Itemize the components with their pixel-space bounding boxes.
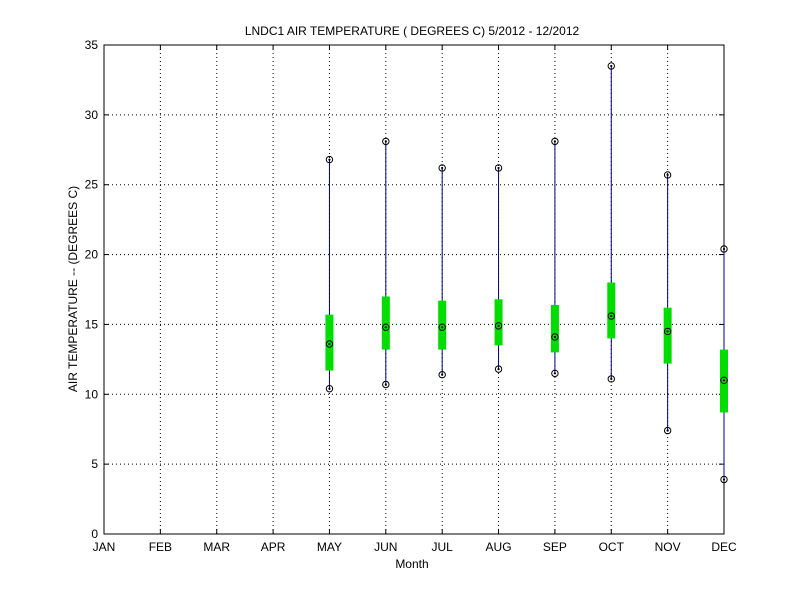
iqr-box	[607, 282, 616, 339]
min-marker	[382, 380, 390, 389]
min-marker-dot	[666, 429, 669, 432]
median-marker	[382, 323, 390, 331]
x-axis-label: Month	[395, 557, 428, 571]
x-tick-label: NOV	[655, 540, 681, 554]
min-marker	[607, 375, 615, 383]
boxplot-nov	[663, 171, 672, 435]
max-marker	[494, 164, 503, 172]
max-marker	[607, 62, 615, 70]
max-marker-dot	[666, 173, 669, 177]
median-marker-dot	[384, 326, 387, 329]
x-tick-label: MAR	[203, 540, 230, 554]
y-tick-label: 35	[85, 38, 99, 52]
median-marker	[663, 327, 672, 336]
boxplot-may	[325, 155, 334, 393]
chart-title: LNDC1 AIR TEMPERATURE ( DEGREES C) 5/201…	[245, 24, 580, 38]
iqr-box	[663, 307, 672, 364]
median-marker-dot	[666, 330, 669, 333]
median-marker-dot	[553, 335, 557, 339]
max-marker-dot	[441, 166, 444, 170]
min-marker	[494, 365, 503, 373]
x-tick-label: FEB	[149, 540, 172, 554]
x-tick-label: MAY	[317, 540, 342, 554]
x-tick-label: DEC	[711, 540, 737, 554]
boxplots	[325, 62, 728, 484]
y-tick-label: 25	[85, 178, 99, 192]
x-tick-label: JUL	[432, 540, 454, 554]
min-marker-dot	[384, 383, 387, 386]
y-tick-label: 10	[85, 387, 99, 401]
max-marker-dot	[722, 247, 726, 251]
median-marker-dot	[441, 326, 444, 329]
iqr-box	[381, 296, 390, 350]
max-marker-dot	[497, 166, 500, 170]
max-marker-dot	[384, 140, 387, 143]
y-tick-label: 5	[91, 457, 98, 471]
max-marker	[382, 137, 390, 146]
median-marker	[438, 323, 446, 331]
min-marker-dot	[497, 368, 500, 371]
max-marker	[551, 137, 559, 146]
y-tick-label: 15	[85, 317, 99, 331]
max-marker	[663, 171, 672, 179]
median-marker-dot	[610, 314, 613, 318]
boxplot-dec	[720, 245, 728, 484]
x-tick-label: JUN	[374, 540, 397, 554]
min-marker	[663, 426, 672, 435]
min-marker	[325, 384, 334, 393]
min-marker-dot	[328, 387, 331, 390]
boxplot-jul	[438, 164, 447, 379]
min-marker-dot	[441, 373, 444, 376]
max-marker-dot	[610, 64, 613, 68]
median-marker	[720, 376, 728, 385]
max-marker	[325, 155, 334, 164]
max-marker-dot	[553, 140, 557, 143]
min-marker-dot	[553, 372, 557, 375]
median-marker-dot	[722, 379, 726, 382]
plot-area	[104, 45, 724, 534]
median-marker	[551, 333, 559, 341]
boxplot-jun	[381, 137, 390, 389]
y-tick-label: 0	[91, 527, 98, 541]
min-marker	[438, 371, 446, 379]
boxplot-sep	[550, 137, 559, 378]
median-marker	[494, 322, 503, 330]
y-tick-label: 30	[85, 108, 99, 122]
min-marker	[720, 475, 728, 484]
x-tick-label: JAN	[93, 540, 116, 554]
y-axis: 0 5 10 15 20 25 30 35	[85, 38, 724, 541]
boxplot-aug	[494, 164, 503, 373]
boxplot-oct	[607, 62, 616, 383]
min-marker-dot	[722, 478, 726, 481]
y-axis-label: AIR TEMPERATURE -- (DEGREES C)	[66, 186, 80, 392]
iqr-box	[438, 300, 447, 350]
min-marker-dot	[610, 377, 613, 381]
max-marker	[438, 164, 446, 172]
median-marker-dot	[328, 342, 331, 346]
median-marker-dot	[497, 324, 500, 327]
iqr-box	[550, 304, 559, 353]
x-tick-label: AUG	[486, 540, 512, 554]
median-marker	[607, 312, 615, 320]
x-tick-label: APR	[261, 540, 286, 554]
max-marker	[720, 245, 728, 253]
iqr-box	[325, 314, 334, 371]
max-marker-dot	[328, 158, 331, 161]
x-axis: JAN FEB MAR APR MAY JUN JUL AUG SEP OCT NOV DEC	[93, 45, 737, 554]
x-tick-label: OCT	[599, 540, 625, 554]
median-marker	[325, 340, 334, 348]
min-marker	[551, 369, 559, 378]
y-tick-label: 20	[85, 248, 99, 262]
x-tick-label: SEP	[543, 540, 567, 554]
